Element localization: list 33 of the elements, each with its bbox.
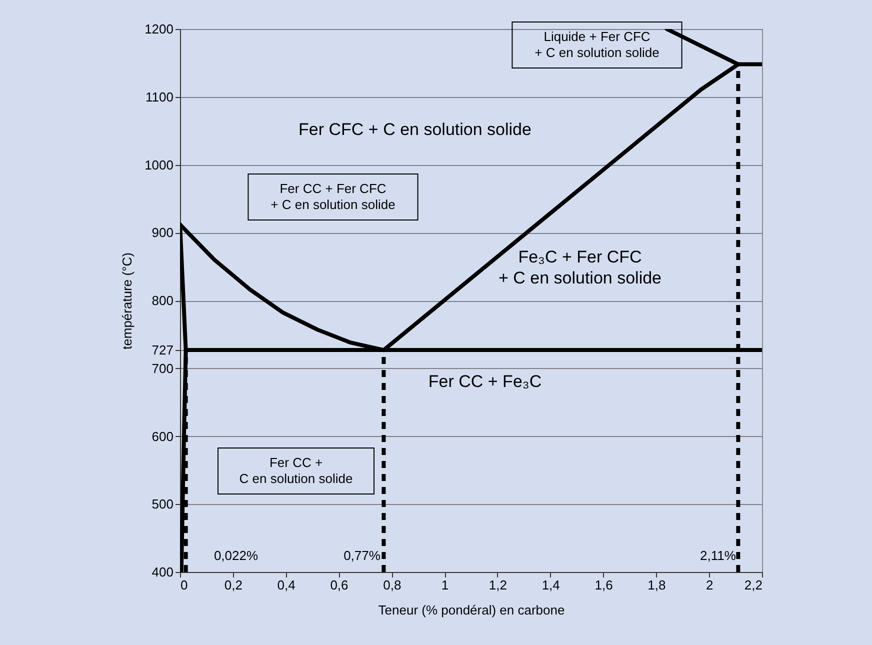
annotation: Fer CC + Fe₃C [428,372,542,391]
y-tick-label: 900 [152,225,174,240]
x-tick-label: 1,6 [594,578,613,592]
y-tick-label: 700 [152,360,174,376]
annotation: 2,11% [700,548,736,563]
annotation: 0,77% [344,548,381,563]
annotation: Fe₃C + Fer CFC + C en solution solide [498,248,662,288]
x-tick-label: 2 [706,578,714,592]
x-tick-label: 1,4 [542,578,560,592]
x-axis-title: Teneur (% pondéral) en carbone [378,602,565,618]
y-tick-label: 1200 [144,22,174,36]
annotation: Liquide + Fer CFC + C en solution solide [534,29,660,60]
x-tick-label: 0,2 [224,578,242,592]
y-tick-label: 1100 [146,89,174,104]
annotation: 0,022% [214,548,258,563]
x-tick-label: 0,8 [383,578,402,592]
y-tick-label: 727 [152,342,174,358]
x-tick-label: 0 [180,578,188,592]
annotation: Fer CC + Fer CFC + C en solution solide [270,181,396,212]
x-tick-label: 0,4 [277,578,296,592]
y-tick-label: 400 [152,564,174,580]
annotation: Fer CFC + C en solution solide [298,120,532,139]
y-tick-label: 1000 [144,157,174,172]
x-tick-label: 0,6 [330,578,348,592]
x-tick-label: 1,2 [488,578,507,592]
x-tick-label: 1 [441,578,449,592]
y-tick-label: 500 [152,496,174,512]
x-tick-label: 1,8 [648,578,666,592]
y-tick-label: 600 [152,428,174,444]
y-axis-title: température (°C) [120,252,135,350]
x-tick-label: 2,2 [744,578,762,592]
y-tick-label: 800 [152,293,174,308]
annotation: Fer CC + C en solution solide [239,455,353,486]
